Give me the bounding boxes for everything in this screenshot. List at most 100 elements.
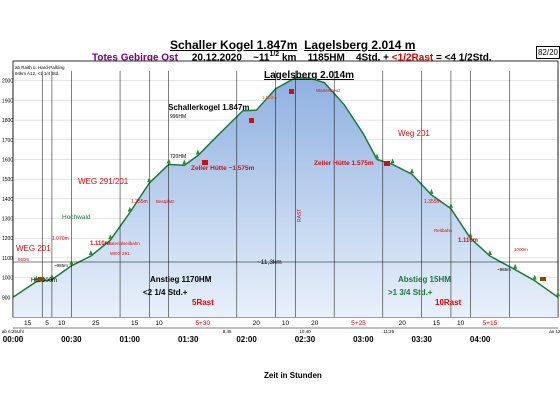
tree-marker	[166, 158, 171, 164]
x-tick-label: 02:00	[236, 335, 257, 344]
hut-up-marker	[202, 160, 208, 165]
tour-date: 20.12.2020	[191, 52, 242, 64]
x-tick-label: 03:00	[353, 335, 374, 344]
x-tick-labels: 00:00 00:30 01:00 01:30 02:00 02:30 03:00 03:30…	[3, 335, 491, 344]
page-title: Schaller Kogel 1.847m Lagelsberg 2.014 m	[170, 38, 415, 52]
time-marks: ab 6:25Uhr 8:45 10:40 11:25 an 12:55	[2, 261, 560, 334]
start-note-2: 94km A12, <1 1/4 Std.	[15, 71, 59, 76]
tree-markers	[34, 149, 560, 297]
tree-marker	[88, 249, 93, 255]
ascent-line3: 5Rast	[192, 298, 214, 307]
tree-marker	[556, 291, 560, 297]
tree-marker	[532, 274, 537, 280]
end-marker	[540, 277, 546, 281]
segment-minutes: 15	[131, 320, 139, 327]
segment-minutes: 15	[24, 320, 32, 327]
tree-marker	[34, 275, 39, 281]
bestplatz-label: Bestplatz	[156, 199, 175, 204]
ascent-line1: Anstieg 1170HM	[150, 275, 212, 284]
y-tick-labels: 900 1000 1100 1200 1300 1400 1500 1600 1700 1800 1…	[2, 79, 13, 302]
y-tick-label: 900	[2, 295, 11, 301]
tour-distance-unit: km	[281, 52, 297, 64]
m1950-label: 1.950m	[262, 95, 277, 100]
weg201-left-label: WEG 201	[16, 244, 51, 253]
m1355-left-label: 1.355m	[131, 199, 148, 205]
segment-minutes: 10	[58, 320, 66, 327]
x-tick-label: 00:30	[61, 335, 82, 344]
segment-minutes: 5+25	[351, 320, 366, 327]
y-tick-label: 1500	[2, 177, 13, 183]
segment-minutes: 10	[155, 320, 163, 327]
x-tick-label: 04:00	[470, 335, 491, 344]
time-mark: 11:25	[383, 329, 394, 334]
reitbahn-label: Reitbahn	[434, 228, 453, 233]
hof-label: Hof 900m	[31, 278, 57, 284]
tree-marker	[49, 273, 54, 279]
tree-marker	[468, 232, 473, 238]
m1110-left-label: 1.110m	[90, 241, 110, 247]
tour-distance: ~11	[253, 52, 270, 64]
chart-title: Lagelsberg 2.014m	[264, 70, 354, 81]
m1355-right-label: 1.355m	[424, 199, 441, 205]
tree-marker	[147, 177, 152, 183]
weg291-small-label: WEG 291	[110, 251, 130, 256]
y-tick-label: 1900	[2, 98, 13, 104]
start-marker	[38, 277, 44, 281]
descent-line2: >1 3/4 Std.+	[388, 288, 433, 297]
tree-marker	[390, 158, 395, 164]
segment-minutes: 5+30	[195, 320, 210, 327]
span-label: ~11,3km	[257, 259, 282, 266]
tour-total: = <4 1/2Std.	[436, 52, 492, 64]
segment-minutes-row: 15 5 10 25 15 10 5+30 20 10 20 5+25 20 15 10 5+15	[13, 320, 558, 329]
segment-minutes: 20	[253, 320, 261, 327]
tree-marker	[429, 188, 434, 194]
title-peak1: Schaller Kogel 1.847m	[170, 38, 298, 52]
peak2-marker	[289, 89, 294, 94]
tree-marker	[182, 159, 187, 165]
x-tick-label: 00:00	[3, 335, 24, 344]
m1070-label: 1.070m	[52, 236, 69, 242]
tour-ascent: 1185HM	[307, 52, 345, 64]
weg201-right-label: Weg 201	[398, 129, 430, 138]
hut-down-marker	[384, 161, 390, 166]
segment-minutes: 5+15	[483, 320, 498, 327]
tree-marker	[108, 234, 113, 240]
y-tick-label: 1100	[2, 256, 13, 262]
descent-line3: 10Rast	[435, 298, 462, 307]
hut-down-label: Zeller Hütte 1.575m	[314, 160, 374, 167]
segment-minutes: 5	[45, 320, 49, 327]
title-peak2: Lagelsberg 2.014 m	[304, 38, 416, 52]
m1110-right-label: 1.110m	[458, 238, 478, 244]
m950-label: 950m	[18, 257, 30, 262]
y-tick-label: 1700	[2, 138, 13, 144]
warterkreuz-label: Warterkreuz	[316, 88, 341, 93]
x-tick-label: 01:00	[120, 335, 141, 344]
tour-duration: 4Std. +	[355, 52, 390, 64]
subtitle: Totes Gebirge Ost 20.12.2020 ~111/2 km 1…	[92, 51, 492, 63]
y-tick-label: 1800	[2, 118, 13, 124]
y-tick-label: 1600	[2, 157, 13, 163]
m1000-label: 1000m	[514, 247, 528, 252]
hut-720-label: 720HM	[170, 154, 186, 160]
x-axis-label: Zeit in Stunden	[264, 371, 322, 380]
profile-line	[12, 77, 559, 298]
segment-minutes: 10	[282, 320, 290, 327]
m985-left-label: ~985m	[54, 263, 68, 268]
y-tick-label: 1300	[2, 217, 13, 223]
x-tick-label: 01:30	[178, 335, 199, 344]
segment-minutes: 20	[399, 320, 407, 327]
segment-lines	[12, 70, 559, 317]
x-tick-label: 02:30	[295, 335, 316, 344]
descent-line1: Abstieg 15HM	[398, 275, 451, 284]
peak1-sub-label: 996HM	[170, 114, 186, 120]
tour-rest: <1/2Rast	[391, 52, 434, 64]
x-tick-label: 03:30	[412, 335, 433, 344]
weg291-label: WEG 291/201	[78, 177, 129, 186]
peak1-label: Schallerkogel 1.847m	[168, 103, 249, 112]
y-tick-label: 2000	[2, 79, 13, 85]
m985-right-label: ~985m	[497, 267, 511, 272]
segment-minutes: 15	[433, 320, 441, 327]
time-mark: 8:45	[223, 329, 232, 334]
materialseil-label: Materialseilbahn	[107, 241, 140, 246]
